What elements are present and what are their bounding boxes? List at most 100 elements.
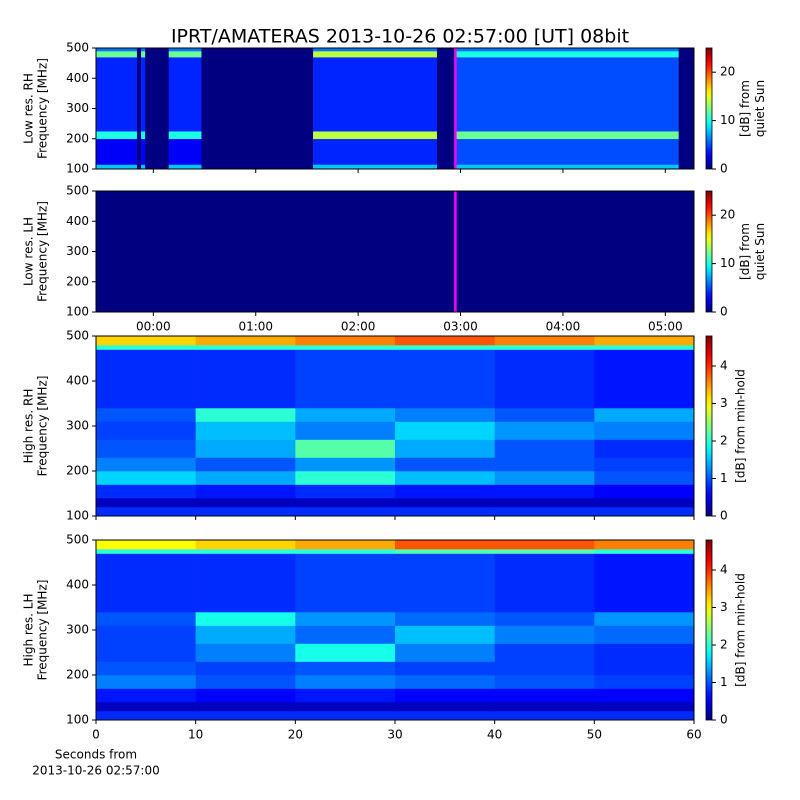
y-tick-label: 400 — [66, 578, 89, 592]
y-tick-label: 200 — [66, 464, 89, 478]
heatmap-cell — [295, 439, 396, 458]
heatmap-cell — [96, 138, 138, 165]
heatmap-cell — [594, 408, 695, 422]
heatmap-cell — [395, 471, 495, 485]
heatmap-cell — [96, 711, 196, 721]
heatmap-cell — [195, 540, 296, 550]
heatmap-cell — [96, 191, 695, 313]
heatmap-cell — [201, 131, 314, 140]
heatmap-cell — [141, 57, 146, 132]
heatmap-cell — [295, 345, 396, 350]
heatmap-cell — [494, 711, 595, 721]
heatmap-cell — [436, 57, 456, 132]
heatmap-cell — [96, 164, 138, 170]
chart-title: IPRT/AMATERAS 2013-10-26 02:57:00 [UT] 0… — [171, 26, 629, 48]
heatmap-cell — [436, 138, 456, 165]
heatmap-cell — [295, 711, 396, 721]
heatmap-cell — [295, 421, 396, 440]
x-tick-label: 10 — [188, 728, 203, 742]
colorbar-tick-label: 3 — [720, 600, 728, 614]
heatmap-cell — [395, 345, 495, 350]
heatmap-cell — [395, 711, 495, 721]
colorbar-tick-label: 1 — [720, 471, 728, 485]
heatmap — [96, 336, 695, 517]
heatmap-cell — [494, 643, 595, 662]
colorbar-tick-label: 1 — [720, 675, 728, 689]
heatmap-cell — [678, 51, 695, 58]
heatmap-cell — [494, 661, 595, 676]
heatmap-cell — [145, 131, 170, 140]
y-tick-label: 500 — [66, 329, 89, 343]
heatmap-cell — [395, 612, 495, 626]
heatmap-cell — [96, 336, 196, 346]
colorbar — [705, 335, 713, 517]
x-tick-label: 01:00 — [238, 320, 273, 334]
heatmap-cell — [395, 643, 495, 662]
y-tick-label: 100 — [66, 509, 89, 523]
heatmap-cell — [395, 625, 495, 644]
heatmap-cell — [494, 421, 595, 440]
heatmap-cell — [195, 408, 296, 422]
heatmap-cell — [395, 549, 495, 554]
heatmap-cell — [494, 408, 595, 422]
heatmap-cell — [295, 540, 396, 550]
heatmap-cell — [195, 349, 296, 409]
y-tick-label: 500 — [66, 533, 89, 547]
heatmap-cell — [295, 507, 396, 517]
heatmap-cell — [594, 549, 695, 554]
colorbar-label: quiet Sun — [753, 80, 767, 137]
heatmap-cell — [195, 498, 296, 508]
colorbar-label: [dB] from min-hold — [734, 369, 748, 483]
heatmap-cell — [96, 349, 196, 409]
heatmap-cell — [136, 48, 142, 52]
heatmap-cell — [168, 48, 202, 52]
colorbar-tick-label: 20 — [720, 65, 735, 79]
x-axis-label: Seconds from — [55, 748, 137, 762]
x-tick-label: 40 — [487, 728, 502, 742]
heatmap-cell — [455, 131, 679, 140]
heatmap-cell — [594, 711, 695, 721]
x-tick-label: 05:00 — [648, 320, 683, 334]
heatmap-cell — [494, 540, 595, 550]
heatmap-cell — [395, 507, 495, 517]
x-tick-label: 60 — [686, 728, 701, 742]
colorbar-tick-label: 4 — [720, 563, 728, 577]
heatmap-cell — [201, 51, 314, 58]
heatmap-cell — [96, 484, 196, 499]
heatmap-cell — [436, 131, 456, 140]
heatmap-cell — [295, 643, 396, 662]
heatmap-cell — [678, 138, 695, 165]
heatmap-cell — [195, 625, 296, 644]
x-tick-label: 02:00 — [341, 320, 376, 334]
heatmap-cell — [594, 553, 695, 613]
heatmap-cell — [136, 57, 142, 132]
heatmap-cell — [96, 675, 196, 689]
heatmap-cell — [168, 51, 202, 58]
heatmap-cell — [594, 643, 695, 662]
heatmap-cell — [96, 498, 196, 508]
colorbar-tick-label: 3 — [720, 396, 728, 410]
heatmap-cell — [96, 643, 196, 662]
heatmap-cell — [395, 553, 495, 613]
heatmap-cell — [295, 457, 396, 472]
heatmap-cell — [455, 48, 679, 52]
heatmap-cell — [195, 711, 296, 721]
heatmap — [96, 48, 695, 170]
y-tick-label: 300 — [66, 419, 89, 433]
heatmap-cell — [141, 51, 146, 58]
y-tick-label: 100 — [66, 713, 89, 727]
colorbar-tick-label: 2 — [720, 434, 728, 448]
heatmap-cell — [136, 51, 142, 58]
heatmap-cell — [195, 675, 296, 689]
heatmap-cell — [195, 484, 296, 499]
heatmap-cell — [96, 553, 196, 613]
heatmap-cell — [494, 471, 595, 485]
heatmap-cell — [295, 553, 396, 613]
y-tick-label: 300 — [66, 101, 89, 115]
heatmap-cell — [96, 408, 196, 422]
heatmap-cell — [436, 48, 456, 52]
x-tick-label: 0 — [92, 728, 100, 742]
heatmap — [96, 191, 695, 313]
heatmap-cell — [195, 507, 296, 517]
